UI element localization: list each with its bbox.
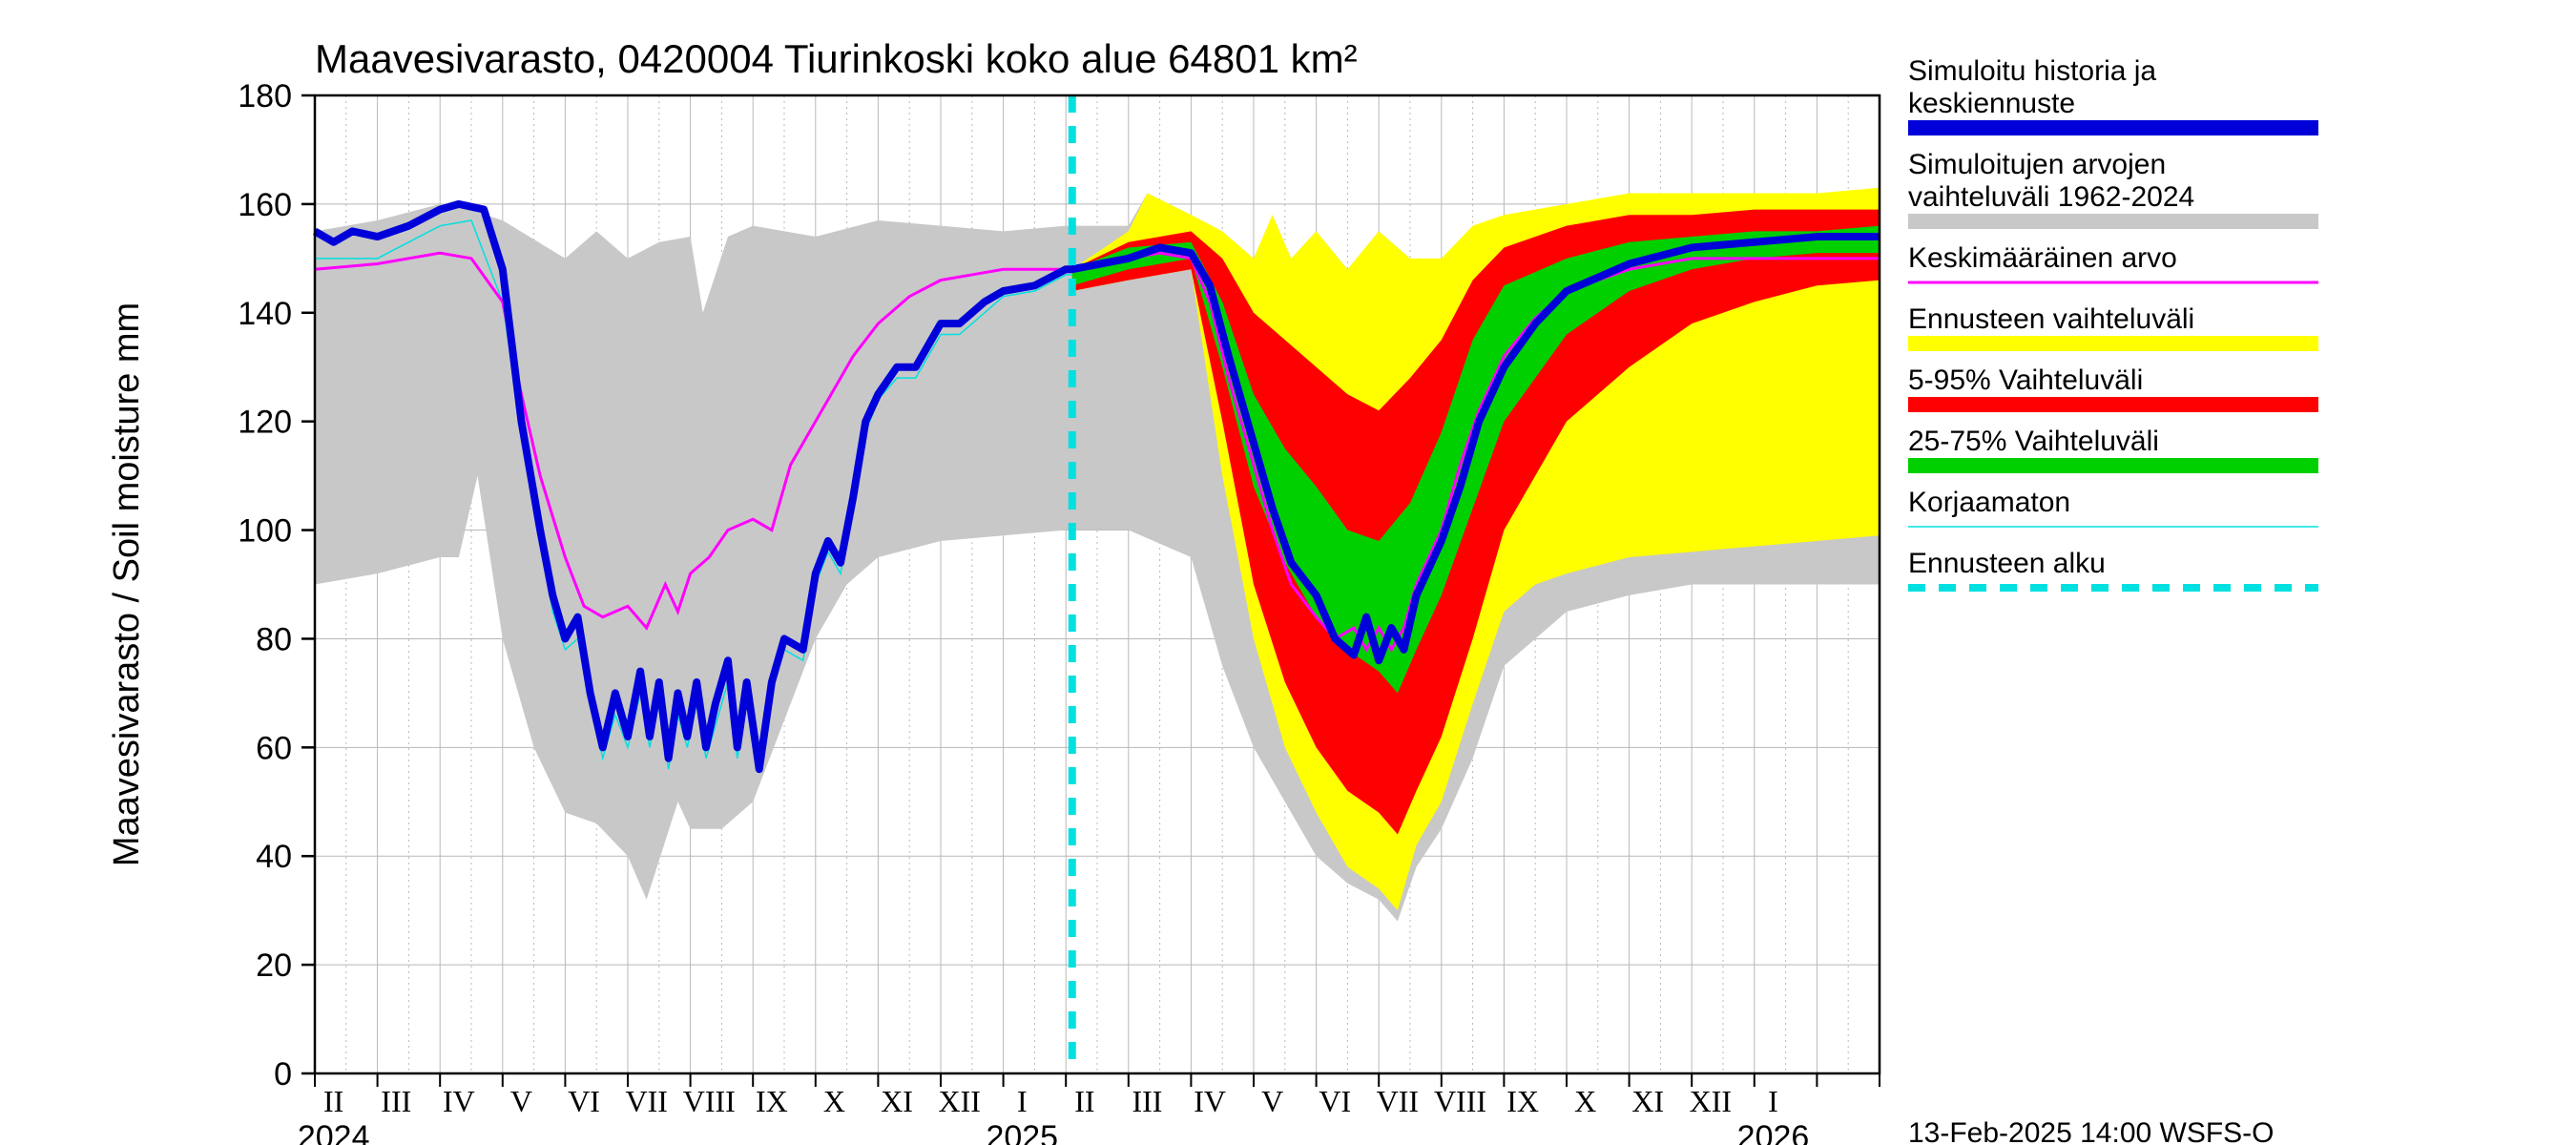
month-label: V [1261, 1084, 1283, 1118]
month-label: II [1074, 1084, 1094, 1118]
legend-swatch [1908, 120, 2318, 135]
month-label: X [823, 1084, 845, 1118]
legend-label: Simuloitu historia ja [1908, 55, 2156, 87]
legend-swatch [1908, 458, 2318, 473]
month-label: XI [1631, 1084, 1664, 1118]
month-label: XII [938, 1084, 980, 1118]
ytick-label: 20 [256, 947, 292, 984]
month-label: II [323, 1084, 343, 1118]
ytick-label: 80 [256, 621, 292, 657]
legend-label: 25-75% Vaihteluväli [1908, 426, 2159, 457]
month-label: IV [1194, 1084, 1226, 1118]
month-label: IX [1506, 1084, 1539, 1118]
month-label: VII [1377, 1084, 1419, 1118]
month-label: VII [625, 1084, 667, 1118]
footer-timestamp: 13-Feb-2025 14:00 WSFS-O [1908, 1117, 2275, 1145]
month-label: X [1574, 1084, 1596, 1118]
ytick-label: 120 [238, 405, 292, 441]
ytick-label: 40 [256, 839, 292, 875]
ytick-label: 160 [238, 187, 292, 223]
month-label: XII [1690, 1084, 1732, 1118]
year-label: 2026 [1737, 1119, 1810, 1145]
legend-label: Korjaamaton [1908, 487, 2070, 518]
legend-label: vaihteluväli 1962-2024 [1908, 181, 2194, 213]
legend-label: Ennusteen alku [1908, 548, 2106, 579]
legend-label: Keskimääräinen arvo [1908, 242, 2177, 274]
month-label: III [381, 1084, 411, 1118]
legend-label: 5-95% Vaihteluväli [1908, 364, 2143, 396]
month-label: XI [881, 1084, 913, 1118]
ytick-label: 100 [238, 513, 292, 550]
ytick-label: 140 [238, 296, 292, 332]
month-label: VIII [1434, 1084, 1486, 1118]
legend-swatch [1908, 397, 2318, 412]
soil-moisture-chart: 020406080100120140160180IIIIIIVVVIVIIVII… [0, 0, 2576, 1145]
legend-swatch [1908, 214, 2318, 229]
ytick-label: 180 [238, 78, 292, 114]
month-label: VIII [683, 1084, 736, 1118]
year-label: 2025 [986, 1119, 1058, 1145]
month-label: VI [1319, 1084, 1351, 1118]
y-axis-label: Maavesivarasto / Soil moisture mm [107, 302, 147, 866]
legend-swatch [1908, 336, 2318, 351]
month-label: IV [443, 1084, 475, 1118]
legend-label: Simuloitujen arvojen [1908, 149, 2166, 180]
month-label: V [510, 1084, 532, 1118]
month-label: IX [756, 1084, 788, 1118]
ytick-label: 0 [274, 1056, 292, 1093]
chart-title: Maavesivarasto, 0420004 Tiurinkoski koko… [315, 36, 1358, 81]
month-label: VI [568, 1084, 600, 1118]
month-label: I [1017, 1084, 1028, 1118]
legend-label: Ennusteen vaihteluväli [1908, 303, 2194, 335]
legend-label: keskiennuste [1908, 88, 2075, 119]
month-label: I [1768, 1084, 1778, 1118]
year-label: 2024 [298, 1119, 370, 1145]
ytick-label: 60 [256, 730, 292, 766]
month-label: III [1132, 1084, 1162, 1118]
